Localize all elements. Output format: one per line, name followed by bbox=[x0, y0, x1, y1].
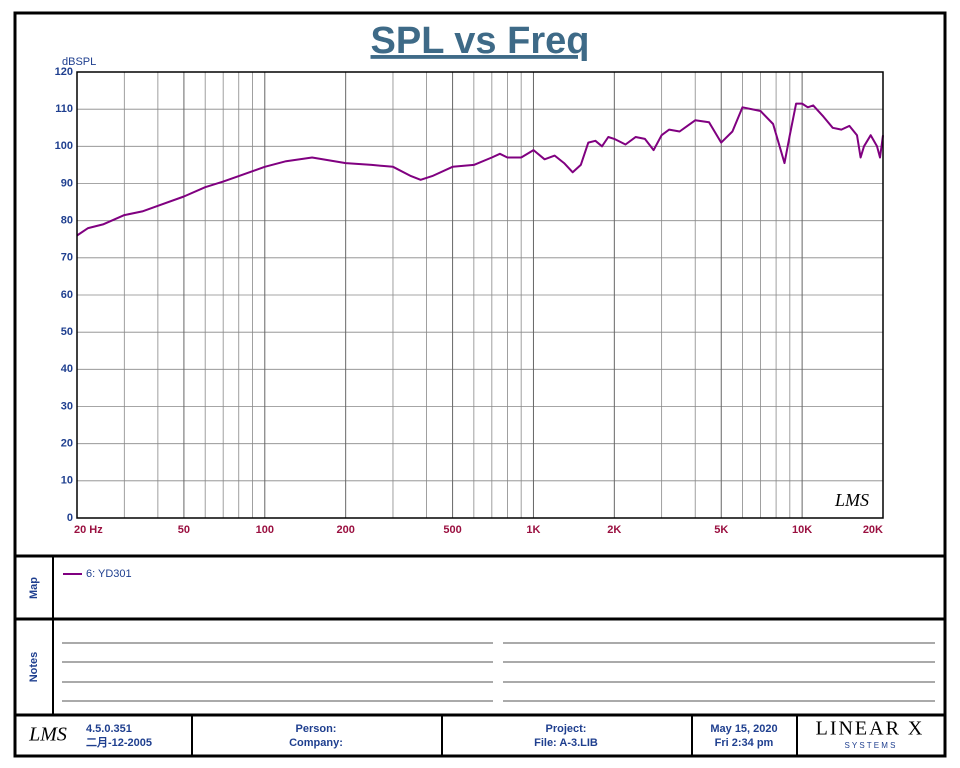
date: May 15, 2020 bbox=[710, 723, 777, 735]
y-tick-label: 80 bbox=[61, 215, 73, 227]
build-date: 二月-12-2005 bbox=[86, 736, 152, 749]
y-tick-label: 70 bbox=[61, 252, 73, 264]
plot-border bbox=[76, 71, 884, 519]
chart-title: SPL vs Freq bbox=[371, 20, 590, 62]
y-tick-label: 10 bbox=[61, 475, 73, 487]
y-tick-label: 40 bbox=[61, 363, 73, 375]
series-line bbox=[76, 102, 884, 237]
file: File: A-3.LIB bbox=[534, 737, 598, 749]
x-tick-label: 5K bbox=[714, 524, 728, 536]
x-tick-label: 500 bbox=[443, 524, 461, 536]
brand: LINEAR X bbox=[816, 718, 925, 740]
y-tick-label: 120 bbox=[55, 66, 73, 78]
y-tick-label: 20 bbox=[61, 438, 73, 450]
y-tick-label: 30 bbox=[61, 400, 73, 412]
x-tick-label: 2K bbox=[607, 524, 621, 536]
x-tick-label: 10K bbox=[792, 524, 812, 536]
project: Project: bbox=[546, 723, 587, 735]
y-tick-label: 60 bbox=[61, 289, 73, 301]
note-lines bbox=[62, 642, 935, 702]
company: Company: bbox=[289, 737, 343, 749]
y-tick-label: 90 bbox=[61, 177, 73, 189]
panel-label: Notes bbox=[28, 652, 40, 683]
y-tick-label: 0 bbox=[67, 512, 73, 524]
legend-label: 6: YD301 bbox=[86, 568, 132, 580]
logo: LMS bbox=[834, 490, 869, 510]
footer-logo: LMS bbox=[28, 724, 67, 746]
y-tick-label: 100 bbox=[55, 140, 73, 152]
brand-sub: S Y S T E M S bbox=[845, 741, 896, 750]
y-tick-label: 50 bbox=[61, 326, 73, 338]
x-tick-label: 100 bbox=[256, 524, 274, 536]
y-tick-label: 110 bbox=[55, 103, 73, 115]
x-tick-label: 1K bbox=[526, 524, 540, 536]
panel-label: Map bbox=[28, 577, 40, 599]
x-tick-label: 50 bbox=[178, 524, 190, 536]
y-axis-label: dBSPL bbox=[62, 56, 96, 68]
version: 4.5.0.351 bbox=[86, 723, 132, 735]
x-tick-label: 200 bbox=[336, 524, 354, 536]
x-tick-label: 20 Hz bbox=[74, 524, 103, 536]
person: Person: bbox=[296, 723, 337, 735]
x-tick-label: 20K bbox=[863, 524, 883, 536]
time: Fri 2:34 pm bbox=[715, 737, 774, 749]
frame bbox=[13, 11, 947, 758]
